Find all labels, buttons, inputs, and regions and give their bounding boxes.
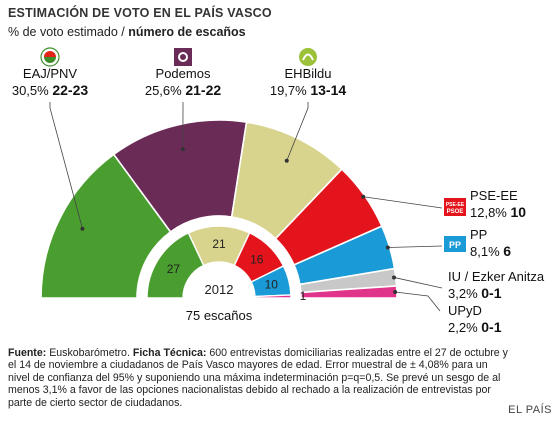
party-name-upyd: UPyD [448, 303, 482, 318]
party-values-pp: 8,1% 6 [470, 243, 511, 259]
leader-dot-pse-ee [361, 194, 366, 199]
party-name-pp: PP [470, 227, 487, 242]
party-seats-eaj-pnv: 22-23 [52, 82, 88, 98]
year-label: 2012 [205, 282, 234, 297]
outer-ring [40, 119, 398, 299]
source-text: Euskobarómetro. [49, 347, 130, 359]
leader-dot-pp [385, 245, 390, 250]
pnv-logo [40, 47, 60, 67]
outer-arc-upyd [299, 285, 398, 299]
party-name-ehbildu: EHBildu [285, 66, 332, 81]
party-pct-eaj-pnv: 30,5% [12, 83, 52, 98]
party-name-pse-ee: PSE-EE [470, 188, 518, 203]
inner-seat-label-pp: 10 [265, 278, 279, 292]
credit-label: EL PAÍS [508, 404, 552, 416]
leader-lines [49, 102, 443, 312]
party-values-iu-ezker-anitza: 3,2% 0-1 [448, 285, 502, 301]
party-name-eaj-pnv: EAJ/PNV [23, 66, 78, 81]
source-label: Fuente: [8, 347, 47, 359]
leader-ehbildu [286, 102, 309, 161]
party-seats-ehbildu: 13-14 [310, 82, 346, 98]
leader-dot-podemos [180, 147, 185, 152]
inner-seat-label-ehbildu: 21 [212, 237, 226, 251]
party-pct-podemos: 25,6% [145, 83, 185, 98]
svg-text:PP: PP [449, 240, 461, 250]
svg-text:PSE-EE: PSE-EE [446, 202, 465, 208]
total-seats-label: 75 escaños [186, 308, 253, 323]
inner-arc-upyd [254, 294, 292, 299]
party-values-ehbildu: 19,7% 13-14 [270, 82, 347, 98]
leader-pp [387, 245, 443, 248]
tech-label: Ficha Técnica: [132, 347, 207, 359]
leader-dot-iu-ezker-anitza [392, 275, 397, 280]
footnote: Fuente: Euskobarómetro. Ficha Técnica: 6… [8, 347, 508, 409]
bildu-logo [299, 48, 317, 66]
podemos-logo [174, 48, 192, 66]
subtitle-regular: % de voto estimado / [8, 25, 125, 39]
party-name-podemos: Podemos [156, 66, 211, 81]
inner-seat-label-pse-ee: 16 [250, 252, 264, 266]
party-seats-pp: 6 [503, 243, 511, 259]
subtitle-bold: número de escaños [128, 25, 246, 39]
party-pct-pse-ee: 12,8% [470, 205, 510, 220]
inner-seat-label-upyd: 1 [300, 289, 307, 303]
party-values-eaj-pnv: 30,5% 22-23 [12, 82, 89, 98]
leader-dot-eaj-pnv [80, 226, 85, 231]
party-seats-podemos: 21-22 [185, 82, 221, 98]
party-pct-iu-ezker-anitza: 3,2% [448, 286, 481, 301]
party-name-iu-ezker-anitza: IU / Ezker Anitza [448, 269, 545, 284]
party-pct-pp: 8,1% [470, 244, 503, 259]
svg-text:PSOE: PSOE [447, 209, 464, 215]
leader-pse-ee [363, 196, 443, 209]
inner-seat-label-eaj-pnv: 27 [167, 262, 181, 276]
party-pct-upyd: 2,2% [448, 320, 481, 335]
outer-arc-eaj-pnv [40, 153, 172, 299]
party-values-upyd: 2,2% 0-1 [448, 319, 502, 335]
chart-title: ESTIMACIÓN DE VOTO EN EL PAÍS VASCO [8, 6, 272, 20]
pp-logo: PP [444, 236, 466, 252]
leader-eaj-pnv [49, 102, 83, 229]
party-values-podemos: 25,6% 21-22 [145, 82, 222, 98]
party-seats-iu-ezker-anitza: 0-1 [481, 285, 501, 301]
party-seats-pse-ee: 10 [510, 204, 526, 220]
party-pct-ehbildu: 19,7% [270, 83, 310, 98]
tech-text: 600 entrevistas domiciliarias realizadas… [8, 347, 508, 409]
party-seats-upyd: 0-1 [481, 319, 501, 335]
leader-upyd [395, 291, 441, 312]
party-values-pse-ee: 12,8% 10 [470, 204, 526, 220]
leader-dot-upyd [393, 290, 398, 295]
chart-subtitle: % de voto estimado / número de escaños [8, 25, 246, 39]
leader-dot-ehbildu [284, 158, 289, 163]
leader-iu-ezker-anitza [393, 277, 443, 289]
